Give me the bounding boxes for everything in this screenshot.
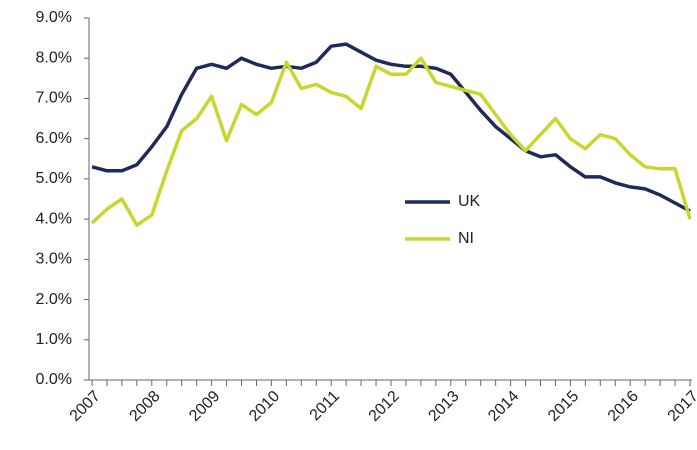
y-tick-label: 6.0% [36,130,72,147]
y-tick-label: 3.0% [36,251,72,268]
y-tick-label: 4.0% [36,210,72,227]
y-tick-label: 2.0% [36,291,72,308]
y-tick-label: 8.0% [36,49,72,66]
y-tick-label: 9.0% [36,9,72,26]
x-tick-label: 2010 [246,388,283,425]
x-tick-label: 2014 [485,388,522,425]
line [91,42,691,213]
x-tick-label: 2012 [366,388,403,425]
x-tick-label: 2008 [126,388,163,425]
legend-label: UK [458,193,481,210]
line [90,56,692,227]
x-tick-label: 2009 [186,388,223,425]
x-tick-label: 2013 [425,388,462,425]
x-tick-label: 2007 [67,388,104,425]
x-tick-label: 2011 [307,388,343,424]
y-tick-label: 7.0% [36,90,72,107]
x-tick-label: 2015 [545,388,582,425]
y-tick-label: 0.0% [36,371,72,388]
x-tick-label: 2016 [605,388,642,425]
y-tick-label: 5.0% [36,170,72,187]
legend-label: NI [458,230,474,247]
y-tick-label: 1.0% [36,331,72,348]
x-tick-label: 2017 [665,388,697,425]
